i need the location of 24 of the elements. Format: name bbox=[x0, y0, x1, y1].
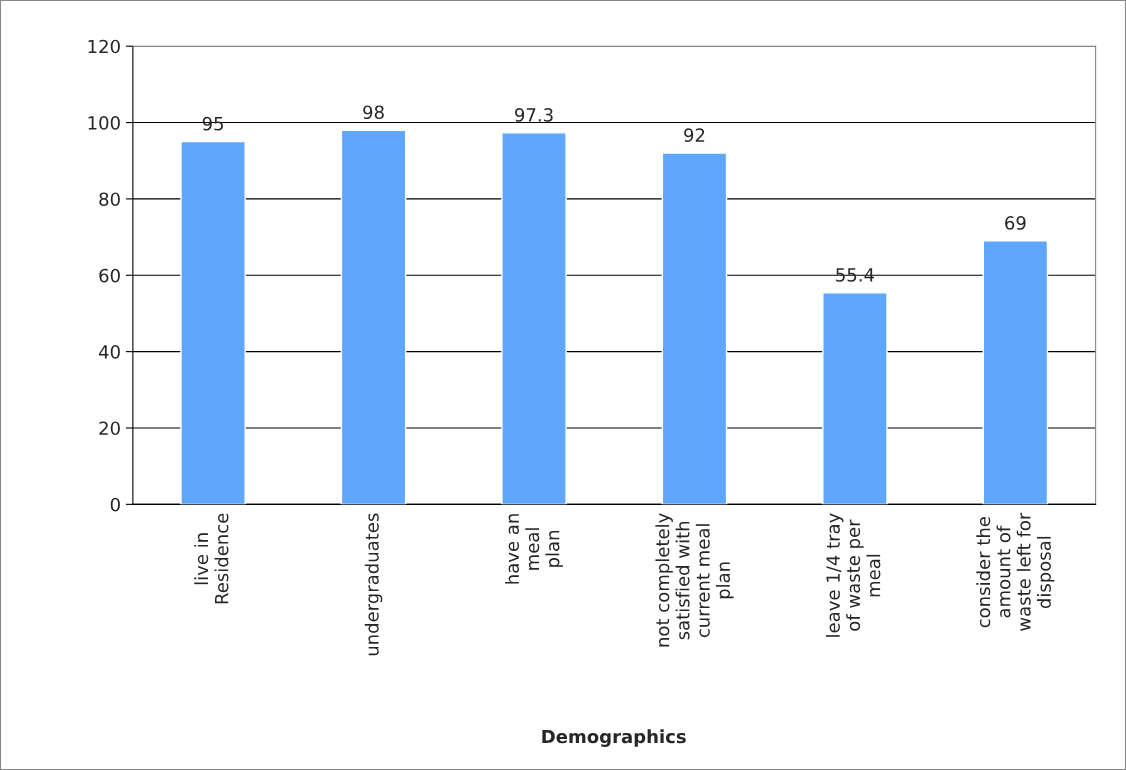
bar bbox=[180, 140, 246, 505]
x-axis-title: Demographics bbox=[542, 729, 686, 747]
bar bbox=[340, 129, 407, 505]
bar bbox=[982, 240, 1049, 505]
y-tick-label: 20 bbox=[99, 421, 120, 436]
data-label: 97.3 bbox=[515, 108, 553, 122]
y-tick-label: 60 bbox=[99, 268, 120, 283]
y-tick-label: 0 bbox=[110, 497, 120, 512]
x-tick-label: leave 1/4 tray of waste per meal bbox=[825, 513, 881, 637]
x-tick-label: consider the amount of waste left for disposal bbox=[976, 512, 1055, 631]
data-label: 98 bbox=[363, 105, 384, 120]
bar bbox=[661, 152, 728, 505]
y-tick-label: 40 bbox=[98, 345, 120, 359]
x-tick-label: live in Residence bbox=[194, 513, 229, 604]
data-label: 92 bbox=[684, 128, 705, 142]
x-tick-label: have an meal plan bbox=[505, 514, 563, 584]
y-tick-label: 100 bbox=[88, 116, 120, 130]
bar bbox=[822, 292, 888, 505]
bar bbox=[501, 132, 567, 505]
x-tick-label: not completely satisfied with current meal plan bbox=[655, 513, 734, 647]
y-tick-label: 120 bbox=[88, 39, 120, 54]
y-tick-label: 80 bbox=[99, 192, 120, 207]
data-label: 69 bbox=[1005, 216, 1026, 230]
x-tick-label: undergraduates bbox=[364, 513, 383, 656]
